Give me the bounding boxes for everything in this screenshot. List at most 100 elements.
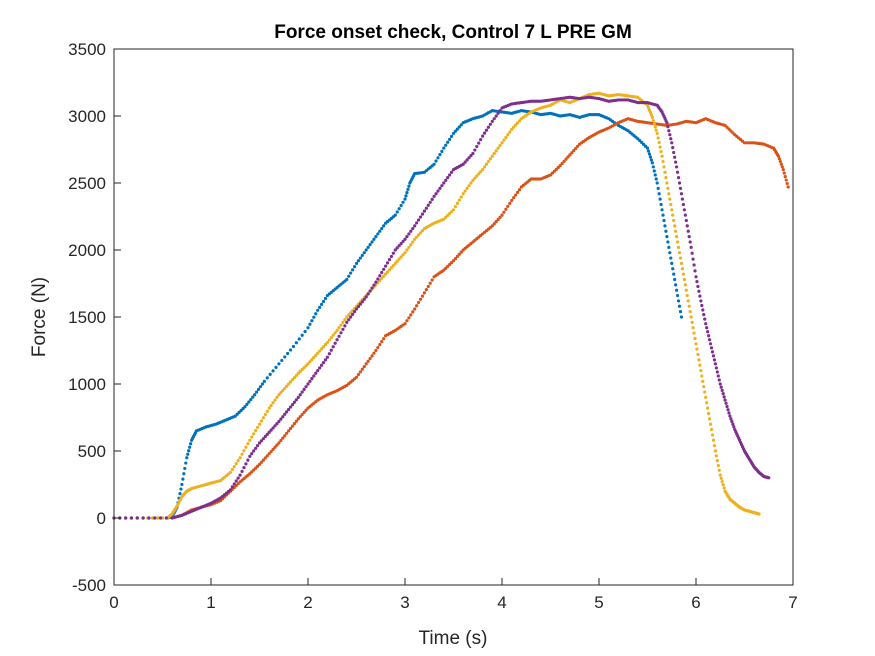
data-point — [655, 131, 659, 136]
data-point — [700, 374, 704, 378]
data-point — [512, 196, 516, 200]
data-point — [562, 159, 566, 163]
y-tick-label: 3500 — [68, 40, 106, 59]
data-point — [685, 224, 689, 228]
data-point — [681, 202, 685, 207]
data-point — [279, 438, 283, 443]
data-point — [279, 417, 283, 421]
data-point — [719, 476, 723, 480]
data-point — [418, 231, 423, 235]
series-4 — [112, 95, 771, 520]
data-point — [461, 162, 465, 166]
data-point — [432, 162, 436, 166]
data-point — [467, 156, 471, 160]
data-point — [416, 300, 421, 305]
data-point — [304, 408, 308, 412]
data-point — [707, 338, 712, 342]
data-point — [498, 215, 502, 219]
data-point — [502, 138, 506, 142]
data-point — [252, 449, 256, 453]
data-point — [469, 181, 473, 185]
y-tick-label: 1500 — [68, 308, 106, 327]
data-point — [283, 412, 287, 416]
data-point — [434, 192, 438, 196]
data-point — [347, 313, 351, 317]
data-point — [654, 128, 658, 132]
data-point — [646, 106, 651, 110]
data-point — [697, 358, 701, 362]
data-point — [187, 449, 191, 453]
data-point — [345, 277, 349, 282]
data-point — [691, 326, 695, 330]
data-point — [500, 141, 504, 145]
data-point — [661, 213, 665, 217]
data-point — [484, 128, 489, 132]
data-point — [296, 417, 300, 421]
data-point — [781, 168, 785, 172]
data-point — [477, 172, 481, 176]
data-point — [725, 404, 729, 409]
data-point — [331, 333, 335, 337]
data-point — [403, 197, 407, 201]
data-point — [784, 178, 788, 182]
data-point — [662, 218, 666, 223]
data-point — [498, 143, 502, 148]
data-point — [380, 270, 384, 275]
data-point — [274, 365, 278, 369]
data-point — [380, 276, 384, 281]
data-point — [370, 354, 374, 358]
data-point — [696, 284, 700, 289]
data-point — [481, 168, 485, 172]
data-point — [384, 264, 388, 268]
data-point — [238, 473, 242, 477]
data-point — [685, 293, 689, 298]
data-point — [517, 119, 522, 123]
data-point — [728, 414, 732, 418]
data-point — [451, 131, 456, 136]
data-point — [279, 390, 283, 395]
data-point — [463, 160, 467, 164]
data-point — [250, 435, 254, 439]
data-point — [287, 407, 291, 412]
data-point — [283, 434, 287, 438]
data-point — [713, 362, 718, 366]
x-tick-label: 6 — [691, 593, 700, 612]
data-point — [288, 405, 293, 409]
data-point — [676, 299, 681, 303]
data-point — [263, 434, 267, 439]
series-2 — [112, 117, 790, 520]
data-point — [246, 442, 250, 446]
data-point — [268, 372, 272, 376]
y-tick-label: 1000 — [68, 375, 106, 394]
data-point — [672, 272, 676, 276]
data-point — [732, 425, 736, 429]
data-point — [695, 280, 699, 284]
data-point — [496, 146, 500, 150]
data-point — [455, 201, 459, 205]
data-point — [668, 251, 672, 255]
data-point — [653, 125, 657, 129]
data-point — [242, 466, 246, 470]
data-point — [323, 343, 328, 347]
y-tick-label: -500 — [72, 576, 106, 595]
data-point — [376, 277, 380, 281]
data-point — [411, 310, 415, 314]
x-axis: 0 1 2 3 4 5 6 7 — [109, 578, 798, 612]
data-point — [688, 310, 692, 314]
data-point — [316, 308, 320, 312]
data-point — [438, 152, 442, 157]
data-point — [294, 419, 298, 423]
data-point — [296, 395, 300, 399]
data-point — [306, 326, 310, 330]
data-point — [360, 300, 364, 304]
data-point — [310, 358, 314, 362]
data-point — [335, 338, 339, 342]
data-point — [731, 422, 735, 426]
data-point — [513, 193, 518, 197]
data-point — [269, 428, 273, 432]
data-point — [658, 145, 662, 149]
data-point — [401, 239, 405, 244]
data-point — [185, 456, 189, 460]
data-point — [248, 438, 252, 442]
data-point — [457, 198, 461, 202]
